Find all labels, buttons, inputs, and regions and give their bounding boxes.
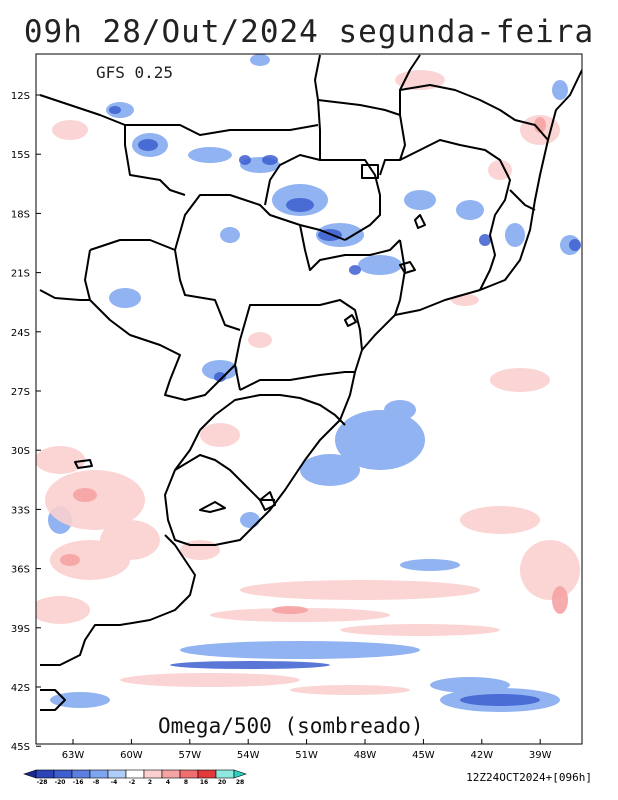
colorbar-label: 2 [148,779,152,786]
colorbar-label: -2 [129,779,136,786]
colorbar-segment [35,769,55,779]
colorbar-label: 4 [166,779,170,786]
lon-axis: 63W 60W 57W 54W 51W 48W 45W 42W 39W [62,739,552,761]
run-info-label: 12Z24OCT2024+[096h] [466,771,592,784]
variable-label: Omega/500 (sombreado) [158,714,424,738]
map-title: 09h 28/Out/2024 segunda-feira [23,14,595,50]
lat-tick-label: 33S [11,505,30,516]
lat-tick-label: 21S [11,269,30,280]
lon-tick-label: 60W [120,750,143,761]
colorbar-segment [161,769,181,779]
colorbar-arrow-high [233,769,247,779]
lat-tick-label: 15S [11,150,30,161]
lon-tick-label: 57W [178,750,201,761]
lon-tick-label: 51W [295,750,318,761]
map-frame [35,53,583,745]
colorbar-label: -16 [73,779,84,786]
lat-axis: 12S 15S 18S 21S 24S 27S 30S 33S 36S 39S 42S 45S [11,91,41,753]
colorbar-arrow-low [23,769,37,779]
lon-tick-label: 63W [62,750,85,761]
colorbar-label: -20 [55,779,66,786]
colorbar: -28 -20 -16 -8 -4 -2 2 4 8 16 20 28 [23,769,247,786]
colorbar-label: -28 [37,779,48,786]
colorbar-label: -8 [93,779,100,786]
colorbar-segment [53,769,73,779]
lat-tick-label: 12S [11,91,30,102]
colorbar-segment [197,769,217,779]
colorbar-segment [71,769,91,779]
lat-tick-label: 39S [11,624,30,635]
colorbar-label: 8 [184,779,188,786]
colorbar-segment [179,769,199,779]
lat-tick-label: 24S [11,328,30,339]
lat-tick-label: 36S [11,565,30,576]
lat-tick-label: 27S [11,387,30,398]
omega-shading [36,54,581,712]
borders-overlay [39,54,582,711]
colorbar-segment [89,769,109,779]
lat-tick-label: 18S [11,209,30,220]
colorbar-label: 20 [218,779,226,786]
lat-tick-label: 30S [11,446,30,457]
colorbar-segment [107,769,127,779]
model-label: GFS 0.25 [96,63,173,82]
colorbar-segment [215,769,235,779]
lon-tick-label: 45W [412,750,435,761]
colorbar-label: -4 [111,779,118,786]
lon-tick-label: 54W [237,750,260,761]
lon-tick-label: 48W [354,750,377,761]
colorbar-label: 28 [236,779,244,786]
lon-tick-label: 42W [470,750,493,761]
colorbar-label: 16 [200,779,208,786]
lat-tick-label: 42S [11,683,30,694]
colorbar-segment [125,769,145,779]
lon-tick-label: 39W [529,750,552,761]
lat-tick-label: 45S [11,742,30,753]
colorbar-segment [143,769,163,779]
